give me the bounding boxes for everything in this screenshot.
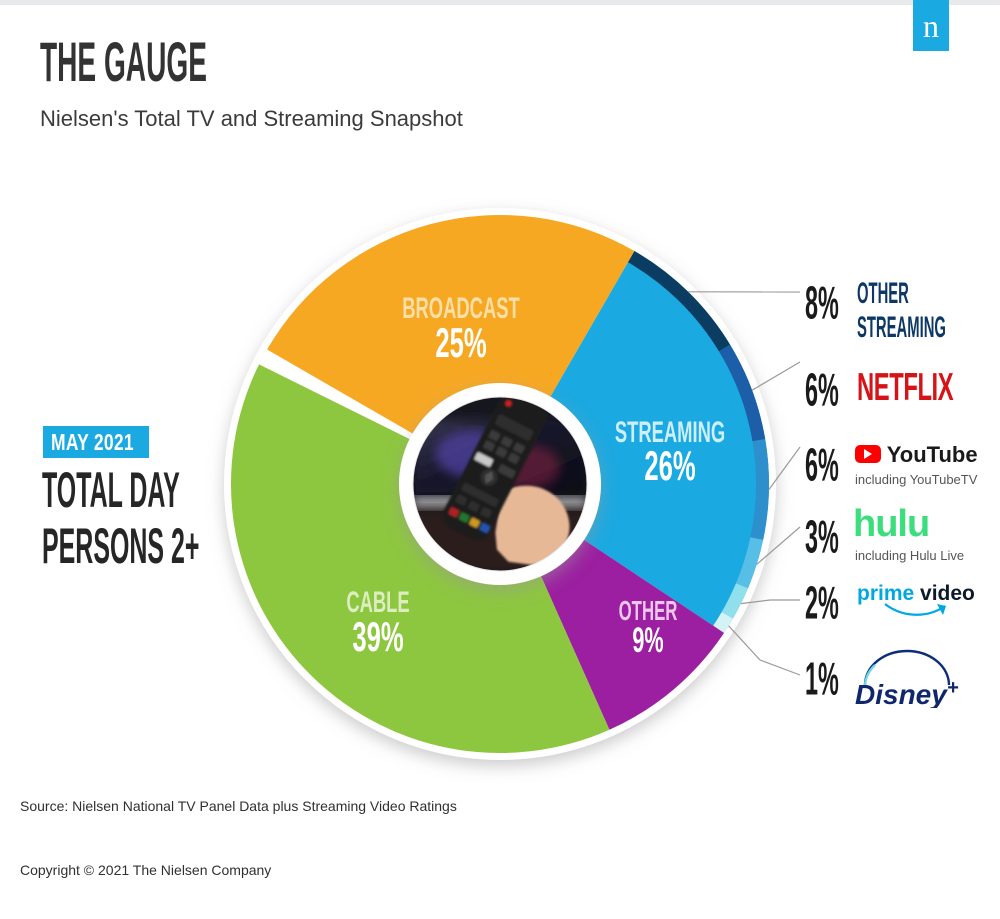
svg-text:Disney+: Disney+ — [855, 677, 959, 708]
